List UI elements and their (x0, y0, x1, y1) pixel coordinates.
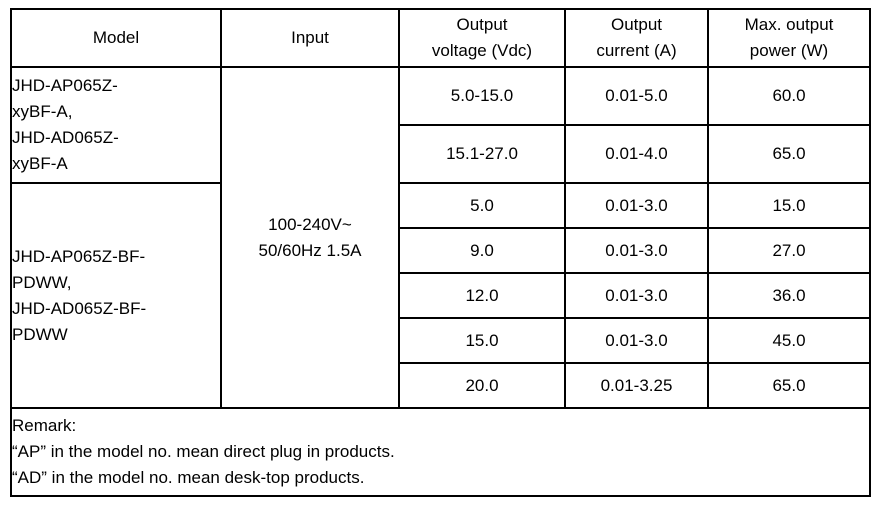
power-cell: 45.0 (707, 317, 871, 364)
current-cell: 0.01-3.0 (564, 317, 709, 364)
table-row: 20.0 0.01-3.25 65.0 (11, 362, 871, 409)
header-input: Input (220, 8, 400, 68)
table-row: 15.0 0.01-3.0 45.0 (11, 317, 871, 364)
input-spec-cell: 100-240V~ 50/60Hz 1.5A (220, 66, 400, 409)
voltage-cell: 15.0 (398, 317, 566, 364)
model-group-b-cell: JHD-AP065Z-BF- PDWW, JHD-AD065Z-BF- PDWW (10, 182, 222, 409)
table-header-row: Model Input Output voltage (Vdc) Output … (10, 8, 871, 68)
current-cell: 0.01-3.0 (564, 182, 709, 229)
remark-line-ad: “AD” in the model no. mean desk-top prod… (12, 468, 365, 487)
current-cell: 0.01-3.0 (564, 227, 709, 274)
voltage-cell: 20.0 (398, 362, 566, 409)
power-cell: 36.0 (707, 272, 871, 319)
header-model: Model (10, 8, 222, 68)
voltage-cell: 12.0 (398, 272, 566, 319)
remark-row: Remark: “AP” in the model no. mean direc… (10, 407, 871, 497)
header-max-output-power: Max. output power (W) (707, 8, 871, 68)
table-row: 9.0 0.01-3.0 27.0 (11, 227, 871, 274)
power-cell: 60.0 (707, 66, 871, 126)
table-row: 12.0 0.01-3.0 36.0 (11, 272, 871, 319)
voltage-cell: 5.0-15.0 (398, 66, 566, 126)
header-output-voltage: Output voltage (Vdc) (398, 8, 566, 68)
table-row: 15.1-27.0 0.01-4.0 65.0 (11, 124, 871, 184)
power-cell: 27.0 (707, 227, 871, 274)
remark-title: Remark: (12, 416, 77, 435)
current-cell: 0.01-4.0 (564, 124, 709, 184)
current-cell: 0.01-3.0 (564, 272, 709, 319)
power-spec-table: Model Input Output voltage (Vdc) Output … (10, 8, 871, 497)
table-row: JHD-AP065Z- xyBF-A, JHD-AD065Z- xyBF-A 1… (10, 66, 871, 409)
voltage-cell: 9.0 (398, 227, 566, 274)
remark-cell: Remark: “AP” in the model no. mean direc… (10, 407, 871, 497)
voltage-cell: 15.1-27.0 (398, 124, 566, 184)
current-cell: 0.01-5.0 (564, 66, 709, 126)
current-cell: 0.01-3.25 (564, 362, 709, 409)
header-output-current: Output current (A) (564, 8, 709, 68)
power-cell: 65.0 (707, 362, 871, 409)
remark-line-ap: “AP” in the model no. mean direct plug i… (12, 442, 395, 461)
model-group-a-cell: JHD-AP065Z- xyBF-A, JHD-AD065Z- xyBF-A (10, 66, 222, 184)
voltage-cell: 5.0 (398, 182, 566, 229)
power-cell: 15.0 (707, 182, 871, 229)
power-cell: 65.0 (707, 124, 871, 184)
table-row: JHD-AP065Z-BF- PDWW, JHD-AD065Z-BF- PDWW… (10, 182, 871, 409)
